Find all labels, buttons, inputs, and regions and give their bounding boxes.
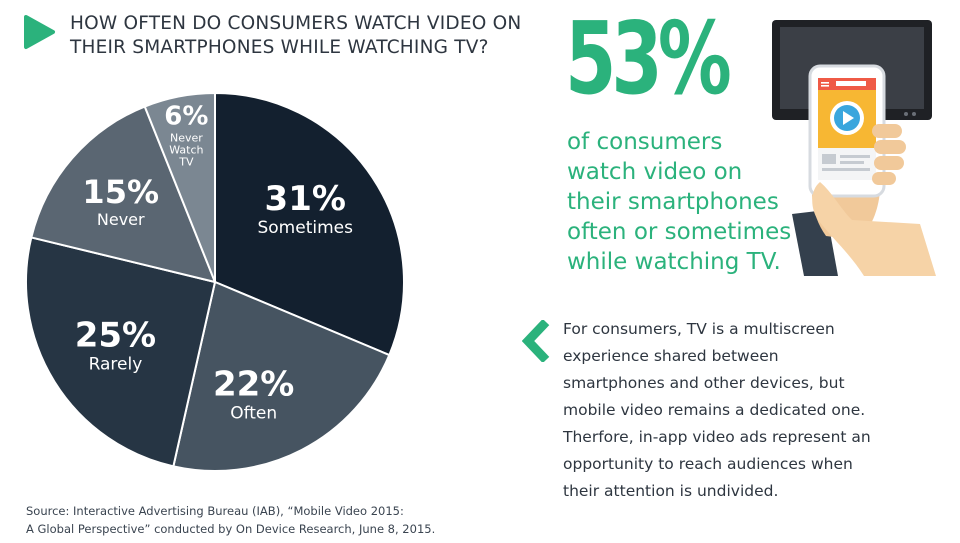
chart-title: HOW OFTEN DO CONSUMERS WATCH VIDEO ON TH… <box>70 12 550 60</box>
pie-category-label: Never <box>97 210 145 229</box>
insight-paragraph: For consumers, TV is a multiscreen exper… <box>563 316 923 505</box>
chart-title-line: THEIR SMARTPHONES WHILE WATCHING TV? <box>70 37 489 58</box>
stat-line: while watching TV. <box>567 249 781 275</box>
stat-line: of consumers <box>567 129 723 155</box>
stat-description: of consumers watch video on their smartp… <box>567 127 817 277</box>
source-line: A Global Perspective” conducted by On De… <box>26 522 436 536</box>
pie-category-label: TV <box>178 156 194 169</box>
insight-line: their attention is undivided. <box>563 482 779 500</box>
insight-line: experience shared between <box>563 347 779 365</box>
play-triangle-icon <box>24 15 55 49</box>
pie-slice-never <box>30 105 217 284</box>
pie-category-label: Never <box>170 132 203 145</box>
pie-slice-often <box>172 280 391 472</box>
pie-category-label: Rarely <box>89 355 143 375</box>
source-note: Source: Interactive Advertising Bureau (… <box>26 502 546 538</box>
pie-category-label: Sometimes <box>257 218 353 238</box>
pie-percent-label: 25% <box>75 316 156 356</box>
stat-line: often or sometimes <box>567 219 792 245</box>
insight-line: mobile video remains a dedicated one. <box>563 401 866 419</box>
pie-slice-rarely <box>25 236 217 468</box>
pie-category-label: Often <box>230 404 277 424</box>
stat-line: watch video on <box>567 159 743 185</box>
pie-percent-label: 6% <box>164 102 208 132</box>
insight-line: opportunity to reach audiences when <box>563 455 853 473</box>
stat-value: 53% <box>565 0 732 117</box>
pie-percent-label: 22% <box>213 365 294 405</box>
pie-category-label: Watch <box>169 144 203 157</box>
stat-line: their smartphones <box>567 189 779 215</box>
tv-smartphone-hand-illustration <box>772 20 936 276</box>
source-line: Source: Interactive Advertising Bureau (… <box>26 504 404 518</box>
chart-title-line: HOW OFTEN DO CONSUMERS WATCH VIDEO ON <box>70 13 522 34</box>
insight-line: smartphones and other devices, but <box>563 374 845 392</box>
pie-percent-label: 15% <box>82 173 159 211</box>
pie-chart: 31%Sometimes22%Often25%Rarely15%Never6%N… <box>25 91 405 472</box>
insight-line: Therfore, in-app video ads represent an <box>563 428 871 446</box>
pie-slice-never-watch-tv <box>143 91 216 283</box>
pie-percent-label: 31% <box>265 179 346 219</box>
chevron-left-icon <box>522 320 550 362</box>
insight-line: For consumers, TV is a multiscreen <box>563 320 835 338</box>
pie-slice-sometimes <box>214 91 405 357</box>
